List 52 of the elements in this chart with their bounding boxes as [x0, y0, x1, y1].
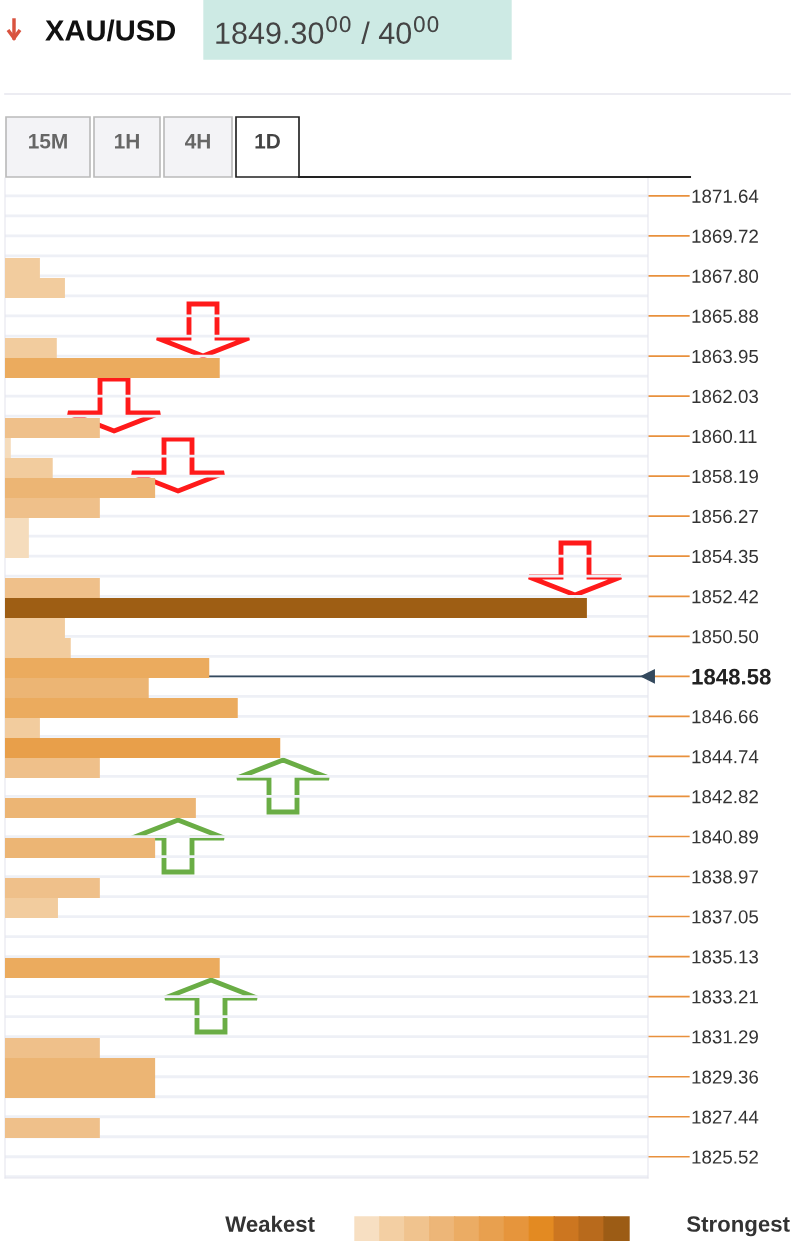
y-tick-label: 1871.64: [692, 189, 759, 203]
bar: [5, 338, 57, 358]
y-tick-label: 1869.72: [692, 229, 758, 243]
y-tick-label: 1862.03: [692, 389, 759, 404]
y-tick-label: 1840.89: [692, 830, 758, 844]
text: Strongest: [686, 1216, 790, 1237]
bar: [5, 598, 587, 618]
y-tick-label: 1863.95: [692, 349, 759, 364]
text: 1H: [115, 134, 139, 149]
bar: [5, 1118, 100, 1138]
bar: [5, 878, 100, 898]
text: 4H: [185, 134, 210, 149]
bar: [5, 738, 281, 758]
bar: [5, 438, 11, 458]
bar: [5, 698, 238, 718]
y-tick-label: 1838.97: [692, 870, 758, 884]
bar: [5, 678, 149, 698]
y-tick-label: 1831.29: [692, 1030, 758, 1044]
y-tick-label: 1844.74: [692, 750, 759, 764]
y-tick-label: 1833.21: [692, 990, 758, 1004]
bar: [5, 358, 220, 378]
y-tick-label: 1850.50: [692, 630, 759, 644]
y-tick-label: 1860.11: [692, 429, 757, 444]
y-tick-label: 1852.42: [692, 590, 758, 604]
bar: [5, 798, 196, 818]
y-tick-label: 1835.13: [692, 950, 759, 964]
bar: [5, 658, 210, 678]
y-tick-label: 1867.80: [692, 269, 759, 283]
bar: [5, 898, 58, 918]
y-tick-label: 1854.35: [692, 549, 759, 564]
y-tick-label: 1837.05: [692, 910, 759, 924]
bar: [5, 718, 40, 738]
bar: [5, 958, 220, 978]
bar: [5, 578, 100, 598]
y-tick-label: 1856.27: [692, 509, 758, 524]
y-tick-label: 1827.44: [692, 1110, 759, 1124]
y-tick-label: 1858.19: [692, 469, 758, 484]
text: Weakest: [225, 1215, 315, 1232]
chart-title: XAU/USD: [45, 19, 176, 42]
bar: [5, 758, 100, 778]
y-tick-label: 1848.58: [692, 668, 771, 685]
y-tick-label: 1846.66: [692, 710, 759, 724]
bar: [5, 458, 53, 478]
text: 15M: [29, 134, 67, 149]
chart-subtitle: 1849.30$^{00}$ / 40$^{00}$: [216, 16, 439, 44]
text: 1D: [255, 134, 280, 149]
y-tick-label: 1829.36: [692, 1070, 759, 1084]
bar: [5, 1038, 100, 1058]
bar: [5, 498, 100, 518]
y-tick-label: 1842.82: [692, 790, 758, 804]
y-tick-label: 1865.88: [692, 309, 759, 323]
y-tick-label: 1825.52: [692, 1150, 758, 1164]
